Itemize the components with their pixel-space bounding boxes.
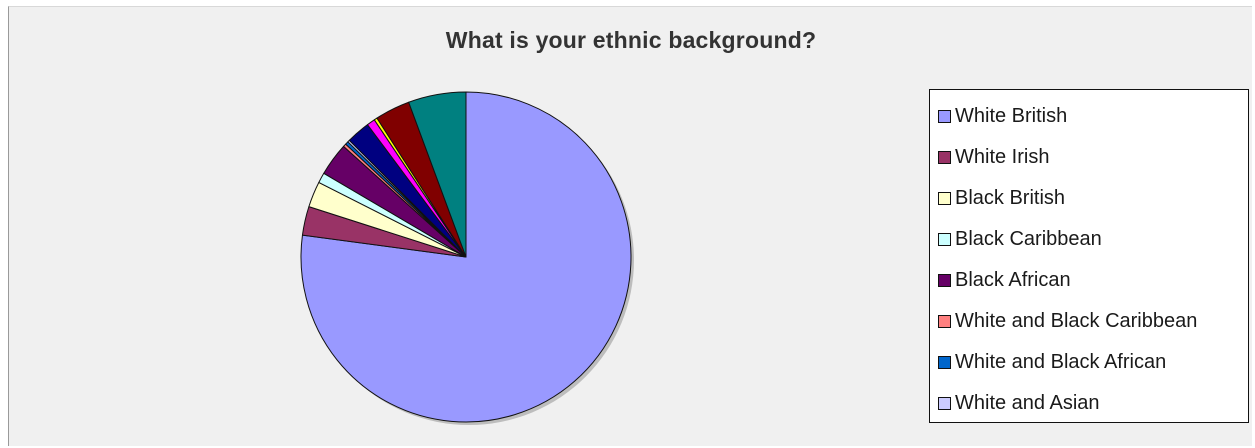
- legend-swatch: [938, 191, 951, 205]
- legend-label: White and Black African: [955, 350, 1167, 373]
- legend-swatch: [938, 232, 951, 246]
- pie-slice-unlabeled-12: [408, 91, 467, 258]
- legend-item-white-irish: White Irish: [938, 144, 1049, 170]
- legend-item-white-and-black-african: White and Black African: [938, 349, 1166, 375]
- legend-swatch: [938, 355, 951, 369]
- legend-item-white-and-black-caribbean: White and Black Caribbean: [938, 308, 1197, 334]
- legend-item-white-and-asian: White and Asian: [938, 390, 1100, 416]
- legend-label: Black Caribbean: [955, 227, 1102, 250]
- legend-label: White and Black Caribbean: [955, 309, 1198, 332]
- legend-swatch: [938, 396, 951, 410]
- legend-label: Black British: [955, 186, 1066, 209]
- legend-label: White and Asian: [955, 391, 1100, 414]
- legend-label: Black African: [955, 268, 1071, 291]
- legend-item-black-caribbean: Black Caribbean: [938, 226, 1102, 252]
- chart-title: What is your ethnic background?: [445, 27, 817, 53]
- legend-swatch: [938, 273, 951, 287]
- legend-label: White British: [955, 104, 1068, 127]
- chart-legend: White British White Irish Black British Bla…: [929, 89, 1249, 423]
- legend-swatch: [938, 109, 951, 123]
- legend-item-white-british: White British: [938, 103, 1067, 129]
- legend-item-black-african: Black African: [938, 267, 1071, 293]
- legend-swatch: [938, 314, 951, 328]
- chart-area: What is your ethnic background? White Br…: [8, 6, 1252, 446]
- pie-slice-white-british: [300, 91, 632, 423]
- legend-label: White Irish: [955, 145, 1050, 168]
- legend-swatch: [938, 150, 951, 164]
- legend-item-black-british: Black British: [938, 185, 1065, 211]
- pie-chart: [300, 91, 634, 425]
